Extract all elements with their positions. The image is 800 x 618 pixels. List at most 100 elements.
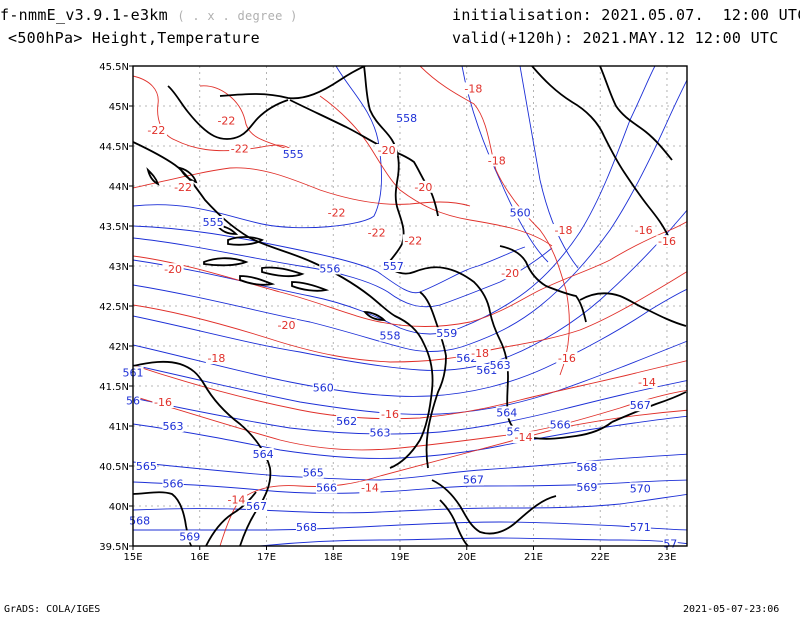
italy-coast-gargano <box>133 360 272 546</box>
temperature-contour-label-bg <box>359 481 381 494</box>
height-contour-label: 563 <box>369 426 390 439</box>
height-contour <box>133 340 687 415</box>
albania-boundary <box>419 291 447 469</box>
height-contour <box>133 415 687 459</box>
temperature-contour-label: -18 <box>488 154 506 167</box>
height-contour-label-bg <box>629 520 651 533</box>
height-contour <box>133 209 687 371</box>
height-contour-label-bg <box>162 420 184 432</box>
lat-tick-label: 45N <box>109 102 129 113</box>
height-contour-label: 564 <box>496 406 517 419</box>
temperature-contour-label: -20 <box>378 144 396 157</box>
lon-tick-label: 19E <box>390 552 409 563</box>
height-contour-label: 559 <box>436 327 457 340</box>
temp-contour <box>133 360 687 420</box>
temperature-contour-label: -22 <box>147 124 165 137</box>
italy-gulf-taranto <box>205 491 257 546</box>
temperature-contour-label: -22 <box>328 206 346 219</box>
temperature-contour-label-bg <box>633 224 655 236</box>
height-contours <box>133 66 687 546</box>
height-contour-label-bg <box>179 530 201 543</box>
height-contour-label: 566 <box>163 478 184 491</box>
temperature-contour-label-bg <box>412 180 434 193</box>
height-contour-label-bg <box>135 460 157 472</box>
temperature-contour-label-bg <box>325 206 348 219</box>
lon-tick-label: 23E <box>657 552 676 563</box>
temperature-contour-label: -20 <box>414 181 432 194</box>
temperature-contour-label: -22 <box>404 234 422 247</box>
greece-macedonia-boundary <box>611 391 687 423</box>
temp-contour <box>133 167 471 207</box>
island <box>291 281 330 292</box>
temperature-contour-label-bg <box>162 263 184 276</box>
height-contour-label: 555 <box>203 216 224 229</box>
height-contour-label-bg <box>549 418 571 431</box>
height-contour <box>259 537 687 546</box>
temperature-contour-label-bg <box>462 82 485 95</box>
temperature-contour-label-bg <box>402 234 424 247</box>
adriatic-coast-east <box>133 141 434 469</box>
height-contour-label-bg <box>396 112 418 124</box>
valid-time: valid(+120h): 2021.MAY.12 12:00 UTC <box>452 29 779 47</box>
height-contour-label-bg <box>312 381 334 394</box>
height-contour <box>519 66 579 269</box>
temperature-contour-label-bg <box>556 352 578 364</box>
height-contour-label: 567 <box>630 399 651 412</box>
temperature-contour-label-bg <box>205 352 228 364</box>
temperature-labels: -18-22-22-22 -20-18-22 -20-22-22-22-18 -16-… <box>145 82 678 507</box>
height-contour-label-bg <box>245 500 268 512</box>
temperature-contour-label: -20 <box>278 319 296 332</box>
height-contour-label-bg <box>319 262 341 275</box>
kosovo-boundary <box>499 245 587 323</box>
temperature-contour-label: -18 <box>555 224 573 237</box>
boundary-north <box>219 66 367 100</box>
lon-tick-label: 17E <box>257 552 276 563</box>
height-contour-label: 555 <box>283 148 304 161</box>
temperature-contour-label: -22 <box>174 181 192 194</box>
height-contour-label-bg <box>202 216 224 228</box>
height-contour-label-bg <box>369 426 391 439</box>
island <box>239 275 276 286</box>
temperature-contour-label-bg <box>225 493 248 506</box>
height-contour-label: 565 <box>303 466 324 479</box>
temperature-contour-label: -16 <box>558 352 576 365</box>
height-contour-label: 570 <box>630 482 651 495</box>
height-contour <box>133 453 687 481</box>
danube-border <box>599 66 673 161</box>
axis-ticks <box>129 65 668 550</box>
temperature-contour-label-bg <box>172 180 194 193</box>
lon-tick-labels: 15E 16E 17E 18E 19E 20E 21E 22E 23E <box>123 552 676 563</box>
temperature-contour-label-bg <box>486 154 508 167</box>
height-contour-label-bg <box>129 514 151 527</box>
temperature-contour-label-bg <box>366 226 388 239</box>
height-contour-label: 563 <box>163 420 184 433</box>
temp-contour <box>199 85 291 151</box>
lat-tick-label: 41.5N <box>99 382 129 393</box>
temperature-contour-label: -22 <box>368 226 386 239</box>
height-contour-label: 560 <box>510 206 531 219</box>
height-contour-label-bg <box>629 399 651 412</box>
lat-tick-label: 43.5N <box>99 222 129 233</box>
lon-tick-label: 15E <box>123 552 142 563</box>
temperature-contour-label-bg <box>215 114 238 127</box>
height-contour <box>133 380 687 435</box>
temperature-contour-label: -18 <box>464 82 482 95</box>
height-contour-label: 566 <box>316 482 337 495</box>
height-contour-label-bg <box>509 206 531 219</box>
temperature-contour-label-bg <box>152 396 174 408</box>
lat-tick-label: 41N <box>109 422 129 433</box>
model-name-text: f-nmmE_v3.9.1-e3km <box>0 6 168 24</box>
lat-tick-labels: 39.5N 40N 40.5N 41N 41.5N 42N 42.5N 43N 43.5N 44N… <box>99 62 129 553</box>
lat-tick-label: 42.5N <box>99 302 129 313</box>
lat-tick-label: 44.5N <box>99 142 129 153</box>
height-contour-label-bg <box>576 480 598 493</box>
temp-contour <box>133 75 293 152</box>
islands <box>146 166 387 321</box>
model-name: f-nmmE_v3.9.1-e3km ( . x . degree ) <box>0 6 298 24</box>
romania-boundary <box>531 66 671 241</box>
height-contour-label: 562 <box>336 415 357 428</box>
height-contour-label: 558 <box>396 112 417 125</box>
temp-contour <box>133 221 687 327</box>
temp-contour <box>133 271 687 363</box>
